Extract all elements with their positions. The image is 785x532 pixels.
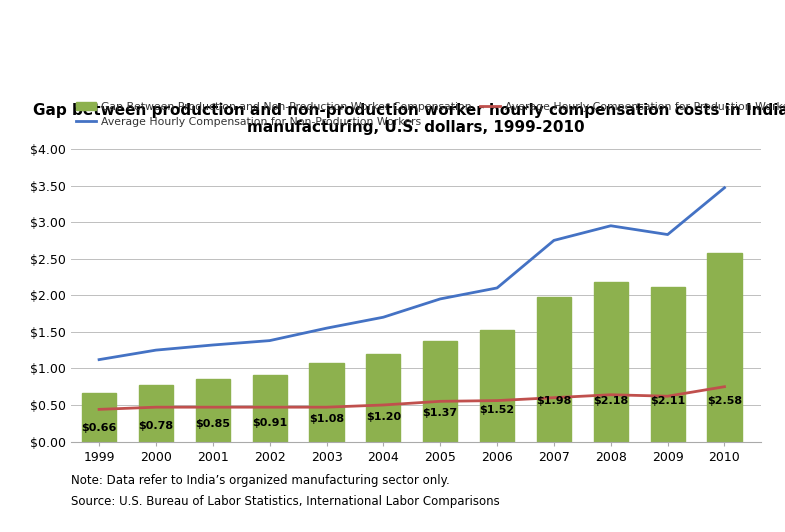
Bar	[480, 330, 514, 442]
Bar	[195, 379, 230, 442]
Text: Note: Data refer to India’s organized manufacturing sector only.: Note: Data refer to India’s organized ma…	[71, 474, 449, 487]
Bar	[423, 342, 458, 442]
Text: $1.98: $1.98	[536, 396, 571, 406]
Text: $0.66: $0.66	[82, 423, 117, 433]
Bar	[82, 393, 116, 442]
Bar	[139, 385, 173, 442]
Text: $2.18: $2.18	[593, 396, 629, 406]
Text: $1.08: $1.08	[309, 414, 344, 425]
Text: $0.85: $0.85	[195, 419, 230, 429]
Title: Gap between production and non-production worker hourly compensation costs in In: Gap between production and non-productio…	[33, 103, 785, 135]
Text: $2.58: $2.58	[707, 396, 742, 406]
Bar	[537, 297, 571, 442]
Text: $1.52: $1.52	[480, 405, 515, 415]
Text: $1.20: $1.20	[366, 412, 401, 422]
Text: $0.91: $0.91	[252, 418, 287, 428]
Legend: Gap Between Production and Non-Production Worker Compensation, Average Hourly Co: Gap Between Production and Non-Productio…	[76, 102, 785, 127]
Text: $0.78: $0.78	[138, 421, 173, 430]
Text: $1.37: $1.37	[422, 409, 458, 419]
Bar	[593, 282, 628, 442]
Bar	[253, 375, 287, 442]
Bar	[651, 287, 685, 442]
Text: Source: U.S. Bureau of Labor Statistics, International Labor Comparisons: Source: U.S. Bureau of Labor Statistics,…	[71, 495, 499, 509]
Bar	[367, 354, 400, 442]
Bar	[707, 253, 742, 442]
Text: $2.11: $2.11	[650, 396, 685, 406]
Bar	[309, 363, 344, 442]
